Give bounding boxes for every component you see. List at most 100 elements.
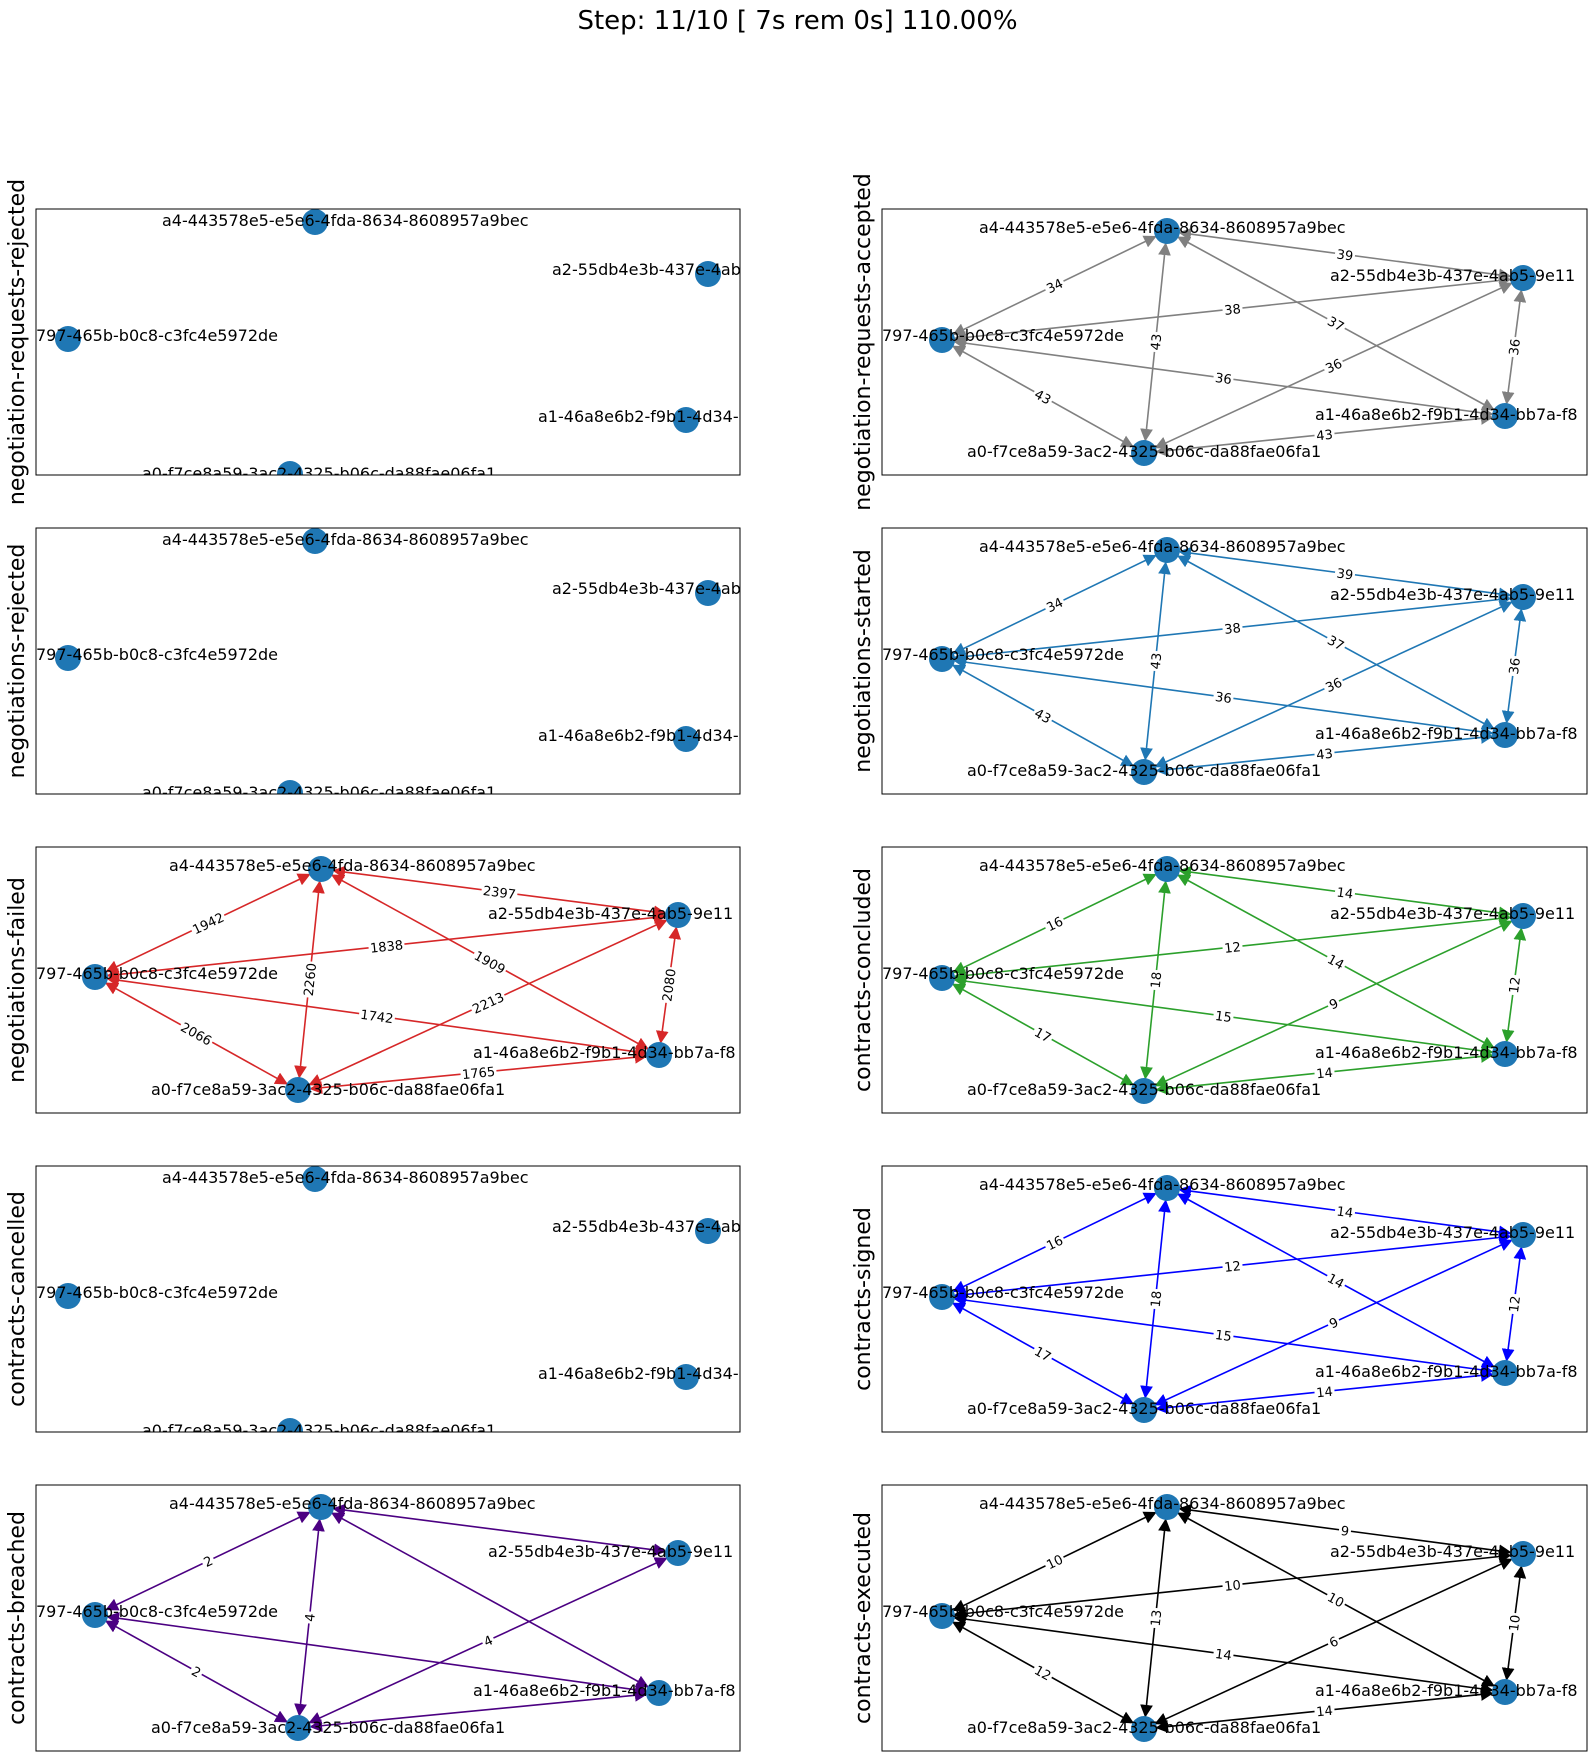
panel-label: negotiations-started bbox=[851, 549, 876, 772]
svg-text:2397: 2397 bbox=[482, 884, 517, 903]
node-a2 bbox=[1510, 265, 1536, 291]
edge-weight-label: 12 bbox=[1030, 1659, 1057, 1684]
svg-text:17: 17 bbox=[1031, 1025, 1053, 1046]
panel-label: negotiations-rejected bbox=[5, 544, 30, 779]
node-label-a2: a2-55db4e3b-437e-4ab5-9e11 bbox=[1330, 585, 1575, 604]
edge-weight-label: 18 bbox=[1145, 1288, 1166, 1310]
node-a2 bbox=[1510, 903, 1536, 929]
svg-text:43: 43 bbox=[1149, 652, 1166, 670]
node-a3 bbox=[82, 1602, 108, 1628]
node-label-a3: 797-465b-b0c8-c3fc4e5972de bbox=[882, 645, 1124, 664]
svg-text:12: 12 bbox=[1224, 1259, 1242, 1276]
edge-weight-label: 15 bbox=[1212, 1324, 1235, 1345]
node-a2 bbox=[695, 1218, 721, 1244]
svg-text:38: 38 bbox=[1224, 621, 1242, 638]
svg-text:39: 39 bbox=[1336, 566, 1354, 583]
node-a4 bbox=[1154, 1494, 1180, 1520]
node-label-a1: a1-46a8e6b2-f9b1-4d34-bb7a-f8 bbox=[538, 407, 801, 426]
node-label-a2: a2-55db4e3b-437e-4ab5-9e11 bbox=[1330, 1542, 1575, 1561]
node-label-a4: a4-443578e5-e5e6-4fda-8634-8608957a9bec bbox=[979, 1494, 1346, 1513]
panel-frame bbox=[35, 208, 741, 476]
svg-text:12: 12 bbox=[1031, 1663, 1053, 1684]
svg-text:14: 14 bbox=[1316, 1704, 1334, 1721]
node-a2 bbox=[695, 580, 721, 606]
node-a2 bbox=[665, 902, 691, 928]
edge-weight-label: 43 bbox=[1145, 331, 1165, 353]
figure-title: Step: 11/10 [ 7s rem 0s] 110.00% bbox=[577, 6, 1018, 36]
svg-text:4: 4 bbox=[303, 1613, 319, 1623]
edge-weight-label: 10 bbox=[1221, 1574, 1244, 1595]
node-a4 bbox=[1154, 856, 1180, 882]
node-a1 bbox=[1492, 403, 1518, 429]
node-label-a4: a4-443578e5-e5e6-4fda-8634-8608957a9bec bbox=[169, 856, 536, 875]
svg-text:36: 36 bbox=[1507, 338, 1524, 356]
node-label-a4: a4-443578e5-e5e6-4fda-8634-8608957a9bec bbox=[979, 1175, 1346, 1194]
edge-weight-label: 2080 bbox=[657, 965, 680, 1004]
node-label-a3: 797-465b-b0c8-c3fc4e5972de bbox=[36, 326, 278, 345]
node-a1 bbox=[1492, 1679, 1518, 1705]
node-a3 bbox=[55, 645, 81, 671]
panel-contracts-executed: contracts-executed 10 10 14 12 9 10 13 10 6 14 a4-4… bbox=[851, 1484, 1588, 1752]
node-a4 bbox=[302, 528, 328, 554]
svg-text:14: 14 bbox=[1336, 1204, 1354, 1221]
node-label-a2: a2-55db4e3b-437e-4ab5-9e11 bbox=[552, 260, 797, 279]
edge-weight-label: 36 bbox=[1320, 672, 1346, 696]
edge-weight-label: 14 bbox=[1313, 1062, 1336, 1082]
node-label-a0: a0-f7ce8a59-3ac2-4325-b06c-da88fae06fa1 bbox=[967, 1718, 1321, 1737]
svg-text:15: 15 bbox=[1214, 1009, 1232, 1026]
edge-weight-label: 43 bbox=[1030, 383, 1057, 408]
node-label-a1: a1-46a8e6b2-f9b1-4d34-bb7a-f8 bbox=[538, 1364, 801, 1383]
svg-text:18: 18 bbox=[1149, 971, 1166, 989]
edge-weight-label: 2260 bbox=[298, 960, 320, 999]
node-label-a1: a1-46a8e6b2-f9b1-4d34-bb7a-f8 bbox=[538, 726, 801, 745]
edge-weight-label: 9 bbox=[1324, 1311, 1343, 1332]
edge-a1-a0 bbox=[309, 1688, 648, 1733]
node-label-a4: a4-443578e5-e5e6-4fda-8634-8608957a9bec bbox=[169, 1494, 536, 1513]
node-label-a1: a1-46a8e6b2-f9b1-4d34-bb7a-f8 bbox=[473, 1681, 736, 1700]
edge-weight-label: 36 bbox=[1212, 367, 1235, 388]
edge-weight-label: 14 bbox=[1334, 1201, 1357, 1222]
edge-weight-label: 1742 bbox=[358, 1004, 397, 1027]
node-label-a3: 797-465b-b0c8-c3fc4e5972de bbox=[882, 964, 1124, 983]
edge-weight-label: 15 bbox=[1212, 1005, 1235, 1026]
edge-weight-label: 36 bbox=[1212, 686, 1235, 707]
edge-weight-label: 43 bbox=[1313, 424, 1336, 444]
edge-weight-label: 4 bbox=[299, 1610, 319, 1625]
edge-weight-label: 36 bbox=[1320, 353, 1346, 377]
panel-frame bbox=[35, 1484, 741, 1752]
node-label-a4: a4-443578e5-e5e6-4fda-8634-8608957a9bec bbox=[162, 211, 529, 230]
edge-weight-label: 9 bbox=[1324, 992, 1343, 1013]
panel-label: negotiations-failed bbox=[5, 877, 30, 1083]
edge-weight-label: 2213 bbox=[467, 986, 508, 1018]
node-label-a3: 797-465b-b0c8-c3fc4e5972de bbox=[882, 326, 1124, 345]
svg-text:18: 18 bbox=[1149, 1290, 1166, 1308]
panel-label: contracts-executed bbox=[851, 1512, 876, 1724]
node-a1 bbox=[673, 726, 699, 752]
edge-weight-label: 1838 bbox=[367, 935, 406, 957]
node-label-a1: a1-46a8e6b2-f9b1-4d34-bb7a-f8 bbox=[1315, 405, 1578, 424]
svg-text:43: 43 bbox=[1031, 706, 1053, 727]
edge-weight-label: 2066 bbox=[176, 1016, 217, 1049]
node-a3 bbox=[929, 646, 955, 672]
svg-text:14: 14 bbox=[1316, 1385, 1334, 1402]
edge-weight-label: 34 bbox=[1041, 592, 1067, 616]
node-label-a1: a1-46a8e6b2-f9b1-4d34-bb7a-f8 bbox=[1315, 1043, 1578, 1062]
panel-frame bbox=[35, 527, 741, 795]
svg-text:14: 14 bbox=[1214, 1647, 1232, 1664]
panel-label: contracts-signed bbox=[851, 1207, 876, 1391]
node-label-a1: a1-46a8e6b2-f9b1-4d34-bb7a-f8 bbox=[1315, 1681, 1578, 1700]
panel-contracts-cancelled: contracts-cancelled a4-443578e5-e5e6-4fda… bbox=[5, 1165, 801, 1440]
edge-weight-label: 2 bbox=[187, 1660, 207, 1682]
node-a0 bbox=[1131, 1078, 1157, 1104]
node-a3 bbox=[82, 964, 108, 990]
edge-weight-label: 37 bbox=[1323, 310, 1350, 335]
node-label-a0: a0-f7ce8a59-3ac2-4325-b06c-da88fae06fa1 bbox=[967, 442, 1321, 461]
node-label-a0: a0-f7ce8a59-3ac2-4325-b06c-da88fae06fa1 bbox=[142, 1421, 496, 1440]
edge-weight-label: 34 bbox=[1041, 273, 1067, 297]
node-label-a1: a1-46a8e6b2-f9b1-4d34-bb7a-f8 bbox=[473, 1043, 736, 1062]
node-label-a3: 797-465b-b0c8-c3fc4e5972de bbox=[36, 1283, 278, 1302]
edge-weight-label: 1942 bbox=[187, 907, 228, 938]
panel-label: contracts-breached bbox=[5, 1511, 30, 1725]
edge-weight-label: 36 bbox=[1503, 335, 1524, 358]
